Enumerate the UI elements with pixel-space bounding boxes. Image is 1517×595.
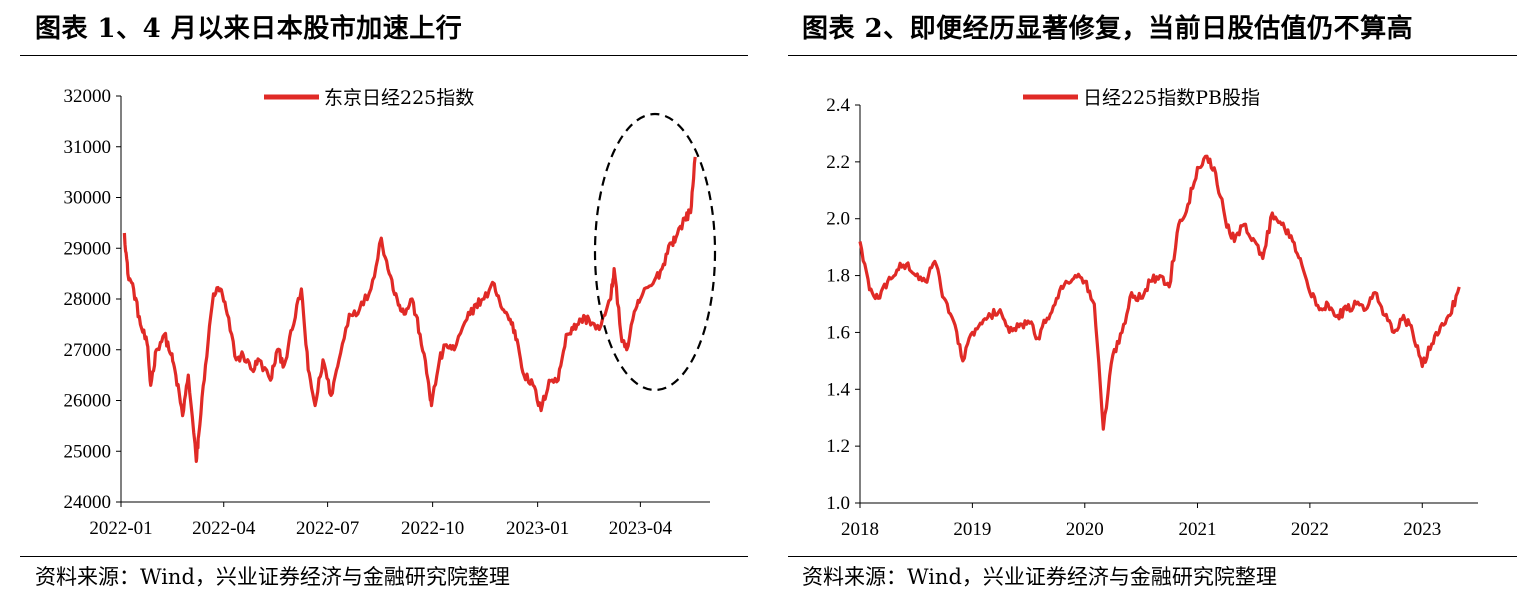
y-tick-label: 26000	[64, 391, 112, 412]
y-tick-label: 2.2	[826, 152, 850, 173]
y-tick-label: 2.0	[826, 209, 850, 230]
chart-1-source: 资料来源：Wind，兴业证券经济与金融研究院整理	[35, 565, 510, 589]
chart-panel-2: 图表 2、即便经历显著修复，当前日股估值仍不算高 1.0 1.2 1.4 1.6 1.8…	[768, 0, 1517, 595]
x-tick-label: 2022	[1291, 519, 1329, 540]
y-tick-label: 31000	[64, 137, 112, 158]
chart-2-bottom-rule	[788, 556, 1517, 557]
x-tick-label: 2023-01	[506, 518, 569, 539]
y-tick-label: 27000	[64, 340, 112, 361]
x-tick-label: 2019	[953, 519, 991, 540]
y-tick-label: 28000	[64, 289, 112, 310]
chart-2-title: 图表 2、即便经历显著修复，当前日股估值仍不算高	[802, 14, 1414, 44]
x-tick-label: 2020	[1066, 519, 1104, 540]
y-tick-label: 1.8	[826, 266, 850, 287]
x-tick-label: 2021	[1178, 519, 1216, 540]
legend-label: 日经225指数PB股指	[1083, 87, 1260, 109]
legend: 日经225指数PB股指	[1023, 87, 1260, 109]
chart-1-bottom-rule	[20, 556, 748, 557]
series-line	[858, 154, 1461, 431]
x-tick-label: 2022-01	[89, 518, 152, 539]
x-tick-label: 2022-07	[296, 518, 359, 539]
y-tick-label: 25000	[64, 441, 112, 462]
x-tick-label: 2023-04	[609, 518, 673, 539]
x-tick-label: 2023	[1403, 519, 1441, 540]
y-tick-label: 1.4	[826, 379, 850, 400]
y-tick-label: 32000	[64, 86, 112, 107]
chart-2-plot: 1.0 1.2 1.4 1.6 1.8 2.0 2.2 2.4 2018 2019 2020 2021…	[826, 87, 1478, 540]
legend: 东京日经225指数	[264, 87, 474, 109]
chart-1-plot: 24000 25000 26000 27000 28000 29000 30000 31000…	[64, 86, 717, 539]
chart-2-top-rule	[788, 55, 1517, 56]
chart-1-title: 图表 1、4 月以来日本股市加速上行	[35, 14, 463, 44]
x-tick-label: 2018	[841, 519, 879, 540]
chart-2-source: 资料来源：Wind，兴业证券经济与金融研究院整理	[802, 565, 1277, 589]
y-tick-label: 1.2	[826, 436, 850, 457]
y-tick-label: 1.6	[826, 322, 850, 343]
highlight-ellipse	[593, 112, 717, 392]
y-tick-label: 29000	[64, 238, 112, 259]
y-tick-label: 24000	[64, 492, 112, 513]
series-line	[122, 156, 697, 463]
y-tick-label: 2.4	[826, 95, 850, 116]
legend-label: 东京日经225指数	[324, 87, 474, 109]
x-tick-label: 2022-10	[401, 518, 464, 539]
chart-1-top-rule	[20, 55, 748, 56]
chart-panel-1: 图表 1、4 月以来日本股市加速上行 24000 25000 26000 27000 2…	[0, 0, 748, 595]
y-tick-label: 1.0	[826, 493, 850, 514]
y-tick-label: 30000	[64, 188, 112, 209]
x-tick-label: 2022-04	[192, 518, 256, 539]
